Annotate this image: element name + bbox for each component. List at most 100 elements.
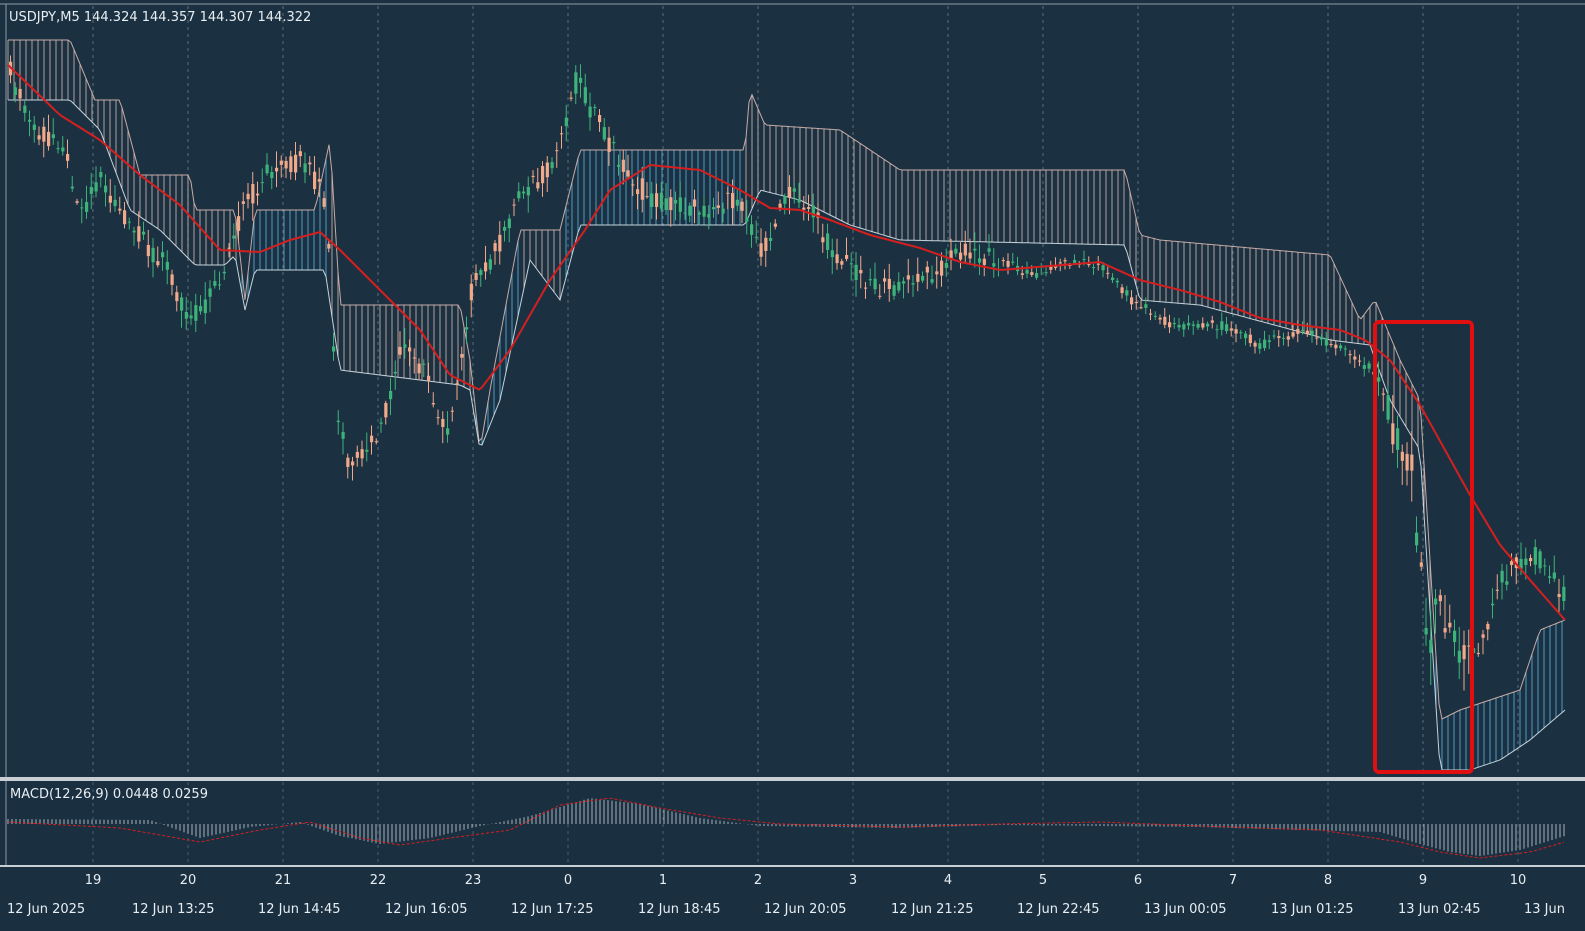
candle-body [1438, 595, 1442, 602]
candle-body [541, 166, 545, 184]
candle-body [37, 135, 41, 140]
candle-body [256, 193, 260, 196]
pane-separator[interactable] [0, 777, 1585, 781]
candle-body [716, 205, 720, 208]
candle-body [526, 187, 530, 196]
candle-body [712, 207, 716, 210]
candle-body [531, 175, 535, 177]
candle-body [427, 375, 431, 381]
candle-body [1486, 623, 1490, 630]
candle-body [1087, 264, 1091, 266]
time-label: 12 Jun 13:25 [132, 902, 215, 917]
candle-body [764, 237, 768, 251]
candle-body [260, 182, 264, 184]
main-chart-area[interactable] [0, 0, 1585, 780]
candle-body [1106, 272, 1110, 274]
candle-body [1305, 330, 1309, 335]
candle-body [1096, 263, 1100, 265]
candle-body [621, 159, 625, 172]
time-label: 12 Jun 18:45 [638, 902, 721, 917]
candle-body [1153, 315, 1157, 317]
candle-body [94, 182, 98, 192]
candle-body [545, 162, 549, 178]
candle-body [588, 106, 592, 118]
candle-body [669, 197, 673, 211]
candle-body [104, 185, 108, 193]
candle-body [303, 163, 307, 173]
candle-body [199, 306, 203, 312]
candle-body [1115, 280, 1119, 283]
time-label: 13 Jun 02:45 [1398, 902, 1481, 917]
candle-body [1519, 558, 1523, 569]
candle-body [835, 254, 839, 264]
candle-body [507, 218, 511, 229]
candle-body [455, 383, 459, 385]
candle-body [982, 258, 986, 265]
candle-body [1149, 313, 1153, 315]
candle-body [384, 402, 388, 418]
candle-body [1277, 336, 1281, 339]
highlight-box [1373, 320, 1474, 774]
candle-body [118, 208, 122, 211]
hour-label: 7 [1229, 873, 1237, 888]
candle-body [1405, 453, 1409, 471]
candle-body [194, 305, 198, 321]
candle-body [412, 357, 416, 359]
candle-body [868, 279, 872, 281]
candle-body [759, 243, 763, 257]
candle-body [336, 420, 340, 423]
candle-body [1092, 267, 1096, 269]
candle-body [479, 270, 483, 275]
candle-body [940, 260, 944, 276]
hour-label: 3 [849, 873, 857, 888]
candle-body [137, 226, 141, 242]
candle-body [403, 344, 407, 348]
candle-body [968, 252, 972, 259]
candle-body [436, 417, 440, 419]
candle-body [441, 418, 445, 428]
candle-body [1101, 265, 1105, 271]
candle-body [66, 153, 70, 161]
time-label: 12 Jun 14:45 [258, 902, 341, 917]
candle-body [1396, 428, 1400, 450]
candle-body [265, 164, 269, 174]
candle-body [1054, 265, 1058, 268]
candle-body [617, 164, 621, 167]
candle-body [75, 201, 79, 203]
candle-body [1282, 337, 1286, 339]
candle-body [322, 198, 326, 207]
hour-label: 2 [754, 873, 762, 888]
moving-average-line [7, 64, 1566, 621]
candle-body [23, 105, 27, 113]
candle-body [569, 97, 573, 99]
candle-body [251, 184, 255, 204]
candle-body [1011, 261, 1015, 263]
candle-body [821, 237, 825, 243]
candle-body [289, 156, 293, 173]
candle-body [1058, 262, 1062, 264]
hour-label: 21 [275, 873, 292, 888]
candle-body [607, 137, 611, 153]
candle-body [1025, 269, 1029, 274]
hour-label: 6 [1134, 873, 1142, 888]
candle-body [146, 244, 150, 257]
time-label: 13 Jun 00:05 [1144, 902, 1227, 917]
time-label: 12 Jun 21:25 [891, 902, 974, 917]
candle-body [555, 150, 559, 152]
candle-body [688, 205, 692, 216]
candle-body [1505, 581, 1509, 585]
candle-body [1177, 324, 1181, 328]
candle-body [1339, 345, 1343, 349]
candle-body [1035, 273, 1039, 278]
candle-body [1158, 317, 1162, 320]
candle-body [389, 390, 393, 400]
candle-body [108, 195, 112, 203]
candle-body [469, 283, 473, 301]
candle-body [70, 186, 74, 189]
candle-body [802, 207, 806, 210]
candle-body [925, 266, 929, 273]
candle-body [707, 214, 711, 218]
candle-body [1225, 324, 1229, 332]
